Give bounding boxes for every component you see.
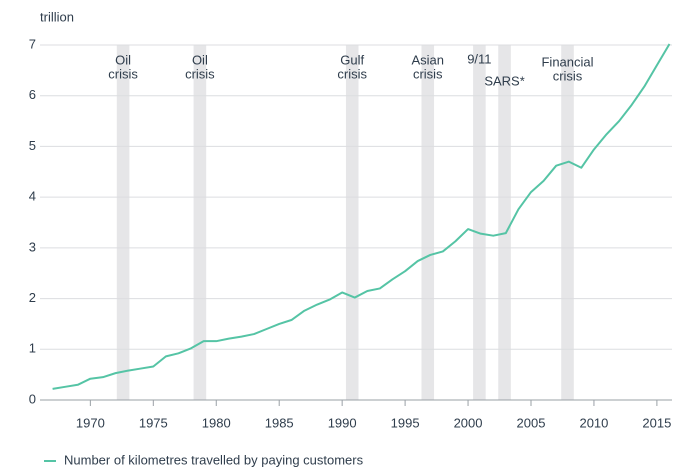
x-tick-label: 1975 [139,415,168,430]
event-label: crisis [185,66,215,81]
event-label: Oil [115,52,131,67]
event-label: Gulf [340,52,364,67]
x-tick-label: 1980 [202,415,231,430]
event-label: 9/11 [467,51,491,66]
event-band [561,45,574,400]
event-band [193,45,207,400]
event-label: Financial [541,54,593,69]
event-label: Oil [192,52,208,67]
event-band [116,45,130,400]
x-tick-label: 1990 [328,415,357,430]
x-tick-label: 1970 [76,415,105,430]
x-tick-label: 2015 [642,415,671,430]
event-label: Asian [411,52,444,67]
event-band [498,45,511,400]
x-tick-label: 1995 [391,415,420,430]
y-tick-label: 6 [29,87,36,102]
event-band [421,45,435,400]
x-tick-label: 2010 [579,415,608,430]
y-tick-label: 7 [29,36,36,51]
y-tick-label: 1 [29,341,36,356]
y-tick-label: 0 [29,391,36,406]
event-label: crisis [413,66,443,81]
y-axis-label: trillion [40,9,74,24]
legend-label: Number of kilometres travelled by paying… [64,452,364,467]
y-tick-label: 5 [29,138,36,153]
y-tick-label: 2 [29,290,36,305]
x-tick-label: 2000 [454,415,483,430]
y-tick-label: 3 [29,239,36,254]
event-band [473,45,486,400]
event-label: SARS* [484,73,524,88]
x-tick-label: 2005 [517,415,546,430]
event-label: crisis [108,66,138,81]
event-band [345,45,359,400]
event-label: crisis [337,66,367,81]
event-label: crisis [553,68,583,83]
x-tick-label: 1985 [265,415,294,430]
data-line [52,43,671,390]
y-tick-label: 4 [29,189,36,204]
